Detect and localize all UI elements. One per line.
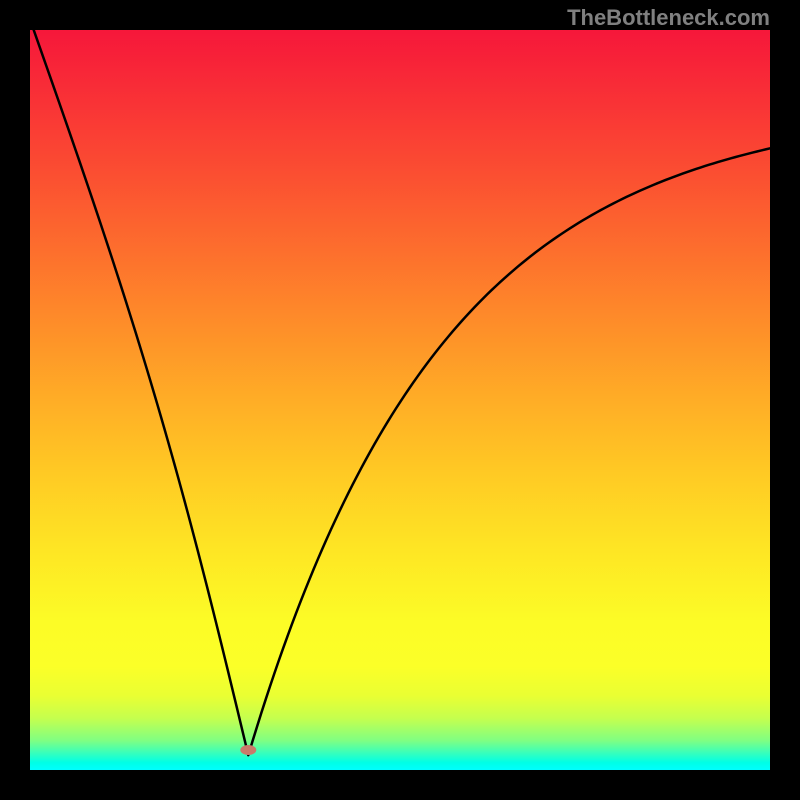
plot-area (30, 30, 770, 770)
watermark-text: TheBottleneck.com (567, 5, 770, 31)
optimum-marker (240, 745, 256, 755)
bottleneck-curve-chart (30, 30, 770, 770)
chart-container: TheBottleneck.com (0, 0, 800, 800)
